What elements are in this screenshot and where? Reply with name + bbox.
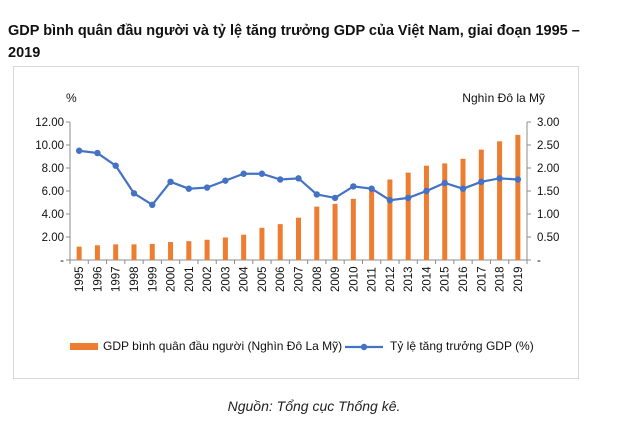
x-axis-tick-label: 2002	[202, 266, 214, 292]
x-axis-tick-label: 2005	[257, 266, 269, 292]
legend-bar-label: GDP bình quân đầu người (Nghìn Đô La Mỹ)	[103, 339, 342, 353]
gdp-growth-point	[478, 178, 485, 185]
bar-gdp-per-capita	[442, 163, 448, 260]
bar-gdp-per-capita	[94, 245, 100, 260]
x-axis-tick-label: 1997	[111, 266, 123, 292]
source-note: Nguồn: Tổng cục Thống kê.	[227, 398, 401, 414]
x-axis-tick-label: 2017	[476, 266, 488, 292]
right-axis-tick-label: 2.00	[537, 163, 559, 175]
gdp-growth-point	[149, 201, 156, 208]
x-axis-tick-label: 2008	[312, 266, 324, 292]
x-axis-tick-label: 2004	[239, 266, 251, 292]
left-axis-unit: %	[66, 91, 77, 105]
legend-line-label: Tỷ lệ tăng trưởng GDP (%)	[390, 339, 534, 353]
gdp-growth-point	[130, 190, 138, 197]
bar-gdp-per-capita	[204, 239, 210, 260]
bar-gdp-per-capita	[369, 188, 375, 260]
right-axis-tick-label: 0.50	[537, 232, 559, 244]
left-axis-tick-label: -	[60, 255, 64, 267]
x-axis-tick-label: 1999	[147, 266, 159, 292]
gdp-growth-point	[496, 175, 503, 182]
gdp-growth-point	[240, 170, 247, 177]
gdp-growth-point	[423, 187, 430, 195]
gdp-growth-point	[514, 176, 522, 183]
gdp-growth-point	[112, 162, 119, 169]
gdp-growth-point	[258, 170, 266, 177]
bar-gdp-per-capita	[423, 165, 429, 260]
right-axis-tick-label: 2.50	[537, 140, 559, 152]
chart-title: GDP bình quân đầu người và tỷ lệ tăng tr…	[8, 23, 580, 61]
x-axis-tick-label: 1998	[129, 266, 141, 292]
gdp-growth-point	[185, 185, 193, 192]
x-axis-tick-label: 2001	[184, 266, 196, 292]
gdp-growth-point	[368, 185, 375, 192]
bar-gdp-per-capita	[222, 237, 228, 260]
bar-gdp-per-capita	[277, 224, 283, 260]
bar-gdp-per-capita	[168, 242, 174, 260]
left-axis-tick-label: 4.00	[42, 209, 64, 221]
bar-gdp-per-capita	[113, 244, 119, 260]
x-axis-tick-label: 2009	[330, 266, 342, 292]
gdp-growth-point	[167, 178, 174, 185]
bar-gdp-per-capita	[131, 244, 137, 260]
bar-gdp-per-capita	[460, 158, 466, 260]
x-axis-tick-label: 2012	[385, 266, 397, 292]
bar-gdp-per-capita	[350, 198, 356, 260]
gdp-growth-point	[75, 147, 83, 154]
left-axis-tick-label: 10.00	[35, 140, 64, 152]
right-axis-tick-label: 3.00	[537, 117, 559, 129]
gdp-growth-point	[441, 179, 448, 187]
x-axis-tick-label: 2003	[220, 266, 232, 292]
bar-gdp-per-capita	[149, 243, 155, 260]
x-axis-tick-label: 2015	[440, 266, 452, 292]
bar-gdp-per-capita	[186, 241, 192, 260]
legend-bar-swatch	[70, 343, 98, 350]
gdp-growth-point	[203, 184, 211, 191]
gdp-growth-point	[386, 197, 394, 204]
gdp-growth-point	[350, 183, 357, 190]
bar-gdp-per-capita	[497, 141, 503, 260]
x-axis-tick-label: 2016	[458, 266, 470, 292]
left-axis-tick-label: 12.00	[35, 117, 64, 129]
left-axis-tick-label: 6.00	[42, 186, 64, 198]
legend-line-marker	[360, 343, 368, 351]
x-axis-tick-label: 2014	[421, 266, 433, 292]
bar-gdp-per-capita	[387, 179, 393, 260]
x-axis-tick-label: 2000	[166, 266, 178, 292]
bar-gdp-per-capita	[515, 134, 521, 260]
x-axis-tick-label: 2007	[294, 266, 306, 292]
bar-gdp-per-capita	[259, 227, 265, 260]
chart-frame	[13, 66, 579, 379]
left-axis-tick-label: 2.00	[42, 232, 64, 244]
bar-gdp-per-capita	[405, 172, 411, 260]
bar-gdp-per-capita	[332, 203, 338, 260]
bar-gdp-per-capita	[314, 206, 320, 260]
x-axis-tick-label: 1996	[92, 266, 104, 292]
gdp-growth-point	[222, 177, 229, 184]
x-axis-tick-label: 2006	[275, 266, 287, 292]
gdp-growth-point	[94, 149, 101, 157]
right-axis-tick-label: -	[537, 255, 541, 267]
bar-gdp-per-capita	[241, 234, 247, 260]
gdp-growth-point	[277, 176, 284, 183]
gdp-growth-point	[313, 191, 320, 198]
right-axis-tick-label: 1.00	[537, 209, 559, 221]
right-axis-tick-label: 1.50	[537, 186, 559, 198]
gdp-growth-point	[331, 194, 339, 202]
bar-gdp-per-capita	[296, 217, 301, 260]
gdp-growth-point	[295, 175, 302, 182]
left-axis-tick-label: 8.00	[42, 163, 64, 175]
gdp-growth-point	[459, 185, 467, 192]
gdp-growth-point	[404, 194, 412, 202]
x-axis-tick-label: 2013	[403, 266, 415, 292]
x-axis-tick-label: 2011	[367, 267, 379, 292]
right-axis-unit: Nghìn Đô la Mỹ	[462, 91, 545, 105]
x-axis-tick-label: 2010	[348, 266, 360, 292]
bar-gdp-per-capita	[76, 246, 82, 260]
bar-gdp-per-capita	[478, 149, 484, 260]
x-axis-tick-label: 2019	[513, 266, 525, 292]
x-axis-tick-label: 1995	[74, 266, 86, 292]
x-axis-tick-label: 2018	[495, 266, 507, 292]
